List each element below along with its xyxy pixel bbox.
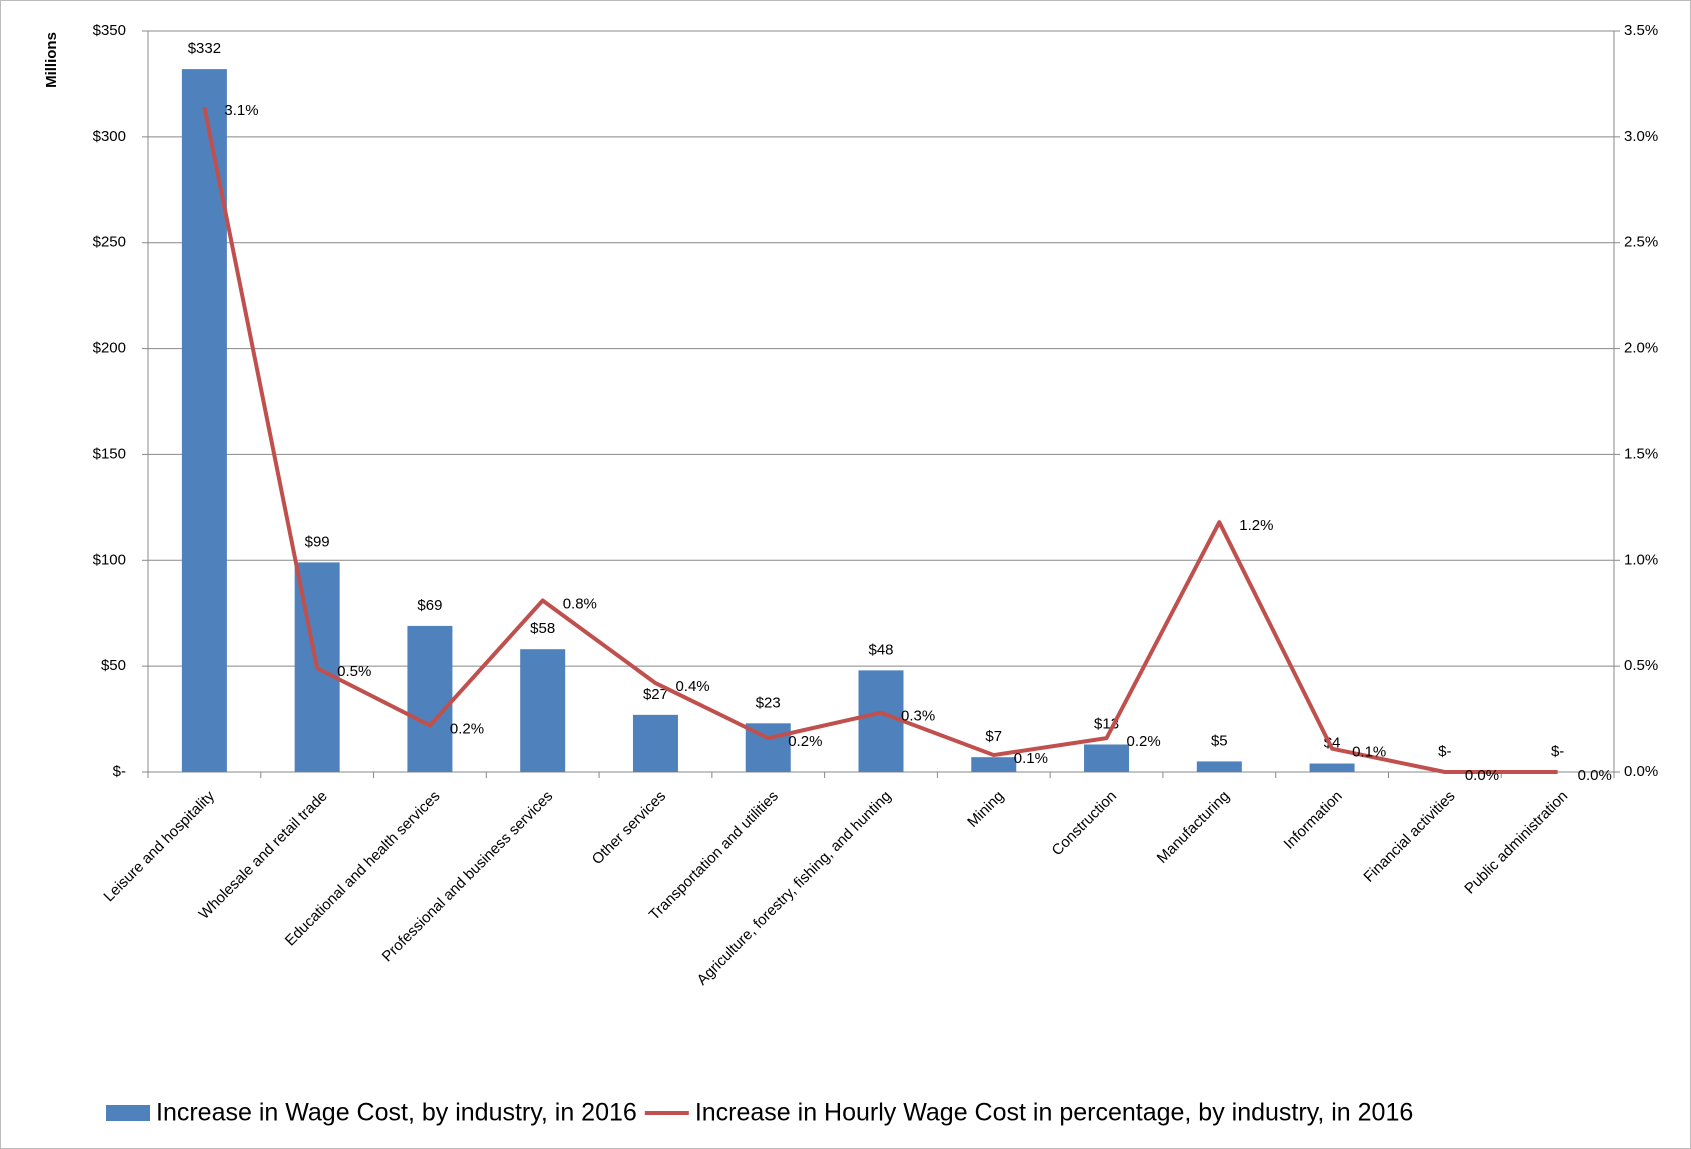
line: [202, 106, 1558, 774]
y-tick-label: $100: [93, 551, 126, 568]
y2-tick-label: 3.5%: [1624, 22, 1658, 39]
bar: [1084, 744, 1130, 772]
y2-tick-label: 1.0%: [1624, 551, 1658, 568]
bar: [1309, 763, 1355, 772]
y2-tick-label: 1.5%: [1624, 445, 1658, 462]
y-tick-label: $250: [93, 234, 126, 251]
bar: [971, 757, 1017, 772]
bar-value-label: $23: [756, 694, 781, 711]
bar-value-label: $7: [985, 728, 1002, 745]
bar: [632, 714, 678, 772]
bar-value-label: $-: [1438, 743, 1451, 760]
bar-value-label: $-: [1551, 743, 1564, 760]
y-tick-label: $300: [93, 128, 126, 145]
bar-value-label: $48: [868, 641, 893, 658]
legend-swatch: [106, 1105, 150, 1121]
y-tick-label: $-: [113, 763, 126, 780]
bar-value-label: $58: [530, 620, 555, 637]
bar-value-label: $332: [188, 40, 221, 57]
y2-tick-label: 0.5%: [1624, 657, 1658, 674]
line-value-label: 0.1%: [1352, 744, 1386, 761]
legend-label: Increase in Wage Cost, by industry, in 2…: [156, 1099, 637, 1127]
y-tick-label: $50: [101, 657, 126, 674]
line-value-label: 0.2%: [788, 733, 822, 750]
legend-label: Increase in Hourly Wage Cost in percenta…: [695, 1099, 1413, 1127]
line-value-label: 0.3%: [901, 708, 935, 725]
y-axis-label: Millions: [43, 32, 60, 88]
line-value-label: 0.0%: [1578, 767, 1612, 784]
line-value-label: 0.5%: [337, 663, 371, 680]
y-tick-label: $150: [93, 445, 126, 462]
bar: [520, 649, 566, 772]
bar-value-label: $5: [1211, 732, 1228, 749]
y2-tick-label: 2.0%: [1624, 340, 1658, 357]
line-value-label: 1.2%: [1239, 517, 1273, 534]
line-value-label: 0.2%: [450, 720, 484, 737]
line-value-label: 0.8%: [563, 595, 597, 612]
legend: Increase in Wage Cost, by industry, in 2…: [106, 1099, 1413, 1127]
line-value-label: 0.0%: [1465, 767, 1499, 784]
bar-value-label: $99: [305, 533, 330, 550]
y-tick-label: $200: [93, 340, 126, 357]
bar: [858, 670, 904, 772]
bar-value-label: $27: [643, 686, 668, 703]
line-value-label: 3.1%: [224, 102, 258, 119]
bar-value-label: $69: [417, 597, 442, 614]
y2-tick-label: 0.0%: [1624, 763, 1658, 780]
line-value-label: 0.4%: [675, 678, 709, 695]
bar: [407, 625, 453, 772]
bar: [181, 69, 227, 772]
bar: [1196, 761, 1242, 772]
y2-tick-label: 2.5%: [1624, 234, 1658, 251]
y-tick-label: $350: [93, 22, 126, 39]
line-value-label: 0.2%: [1127, 733, 1161, 750]
line-value-label: 0.1%: [1014, 750, 1048, 767]
y2-tick-label: 3.0%: [1624, 128, 1658, 145]
